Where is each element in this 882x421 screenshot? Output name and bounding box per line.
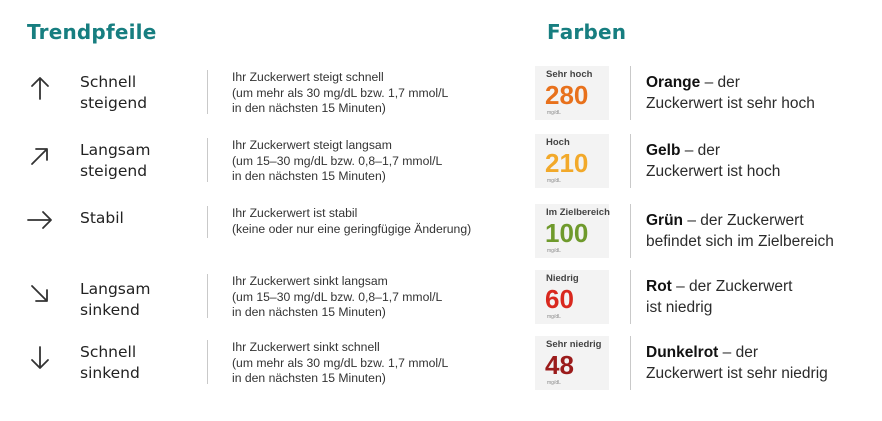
trends-heading: Trendpfeile bbox=[27, 20, 157, 44]
color-row: Sehr hoch 280 mg/dL Orange – der Zuckerw… bbox=[535, 66, 875, 126]
color-row: Im Zielbereich 100 mg/dL Grün – der Zuck… bbox=[535, 204, 875, 264]
glucose-card: Niedrig 60 mg/dL bbox=[535, 270, 609, 324]
divider bbox=[207, 138, 208, 182]
color-row: Hoch 210 mg/dL Gelb – der Zuckerwert ist… bbox=[535, 134, 875, 194]
trend-description: Ihr Zuckerwert steigt langsam (um 15–30 m… bbox=[232, 138, 443, 184]
divider bbox=[630, 204, 631, 258]
arrow-up-icon bbox=[26, 74, 54, 102]
card-unit: mg/dL bbox=[547, 380, 561, 386]
arrow-up-right-icon bbox=[26, 142, 54, 170]
card-value: 100 bbox=[545, 218, 589, 248]
card-label: Hoch bbox=[546, 137, 570, 148]
card-unit: mg/dL bbox=[547, 110, 561, 116]
card-value: 60 bbox=[545, 284, 574, 314]
glucose-card: Hoch 210 mg/dL bbox=[535, 134, 609, 188]
color-description: Dunkelrot – der Zuckerwert ist sehr nied… bbox=[646, 344, 828, 382]
card-value: 210 bbox=[545, 148, 589, 178]
color-row: Niedrig 60 mg/dL Rot – der Zuckerwert is… bbox=[535, 270, 875, 330]
trend-description: Ihr Zuckerwert sinkt langsam (um 15–30 mg… bbox=[232, 274, 443, 320]
glucose-card: Sehr hoch 280 mg/dL bbox=[535, 66, 609, 120]
card-label: Im Zielbereich bbox=[546, 207, 610, 218]
card-value: 280 bbox=[545, 80, 589, 110]
glucose-card: Sehr niedrig 48 mg/dL bbox=[535, 336, 609, 390]
trend-description: Ihr Zuckerwert ist stabil (keine oder nur… bbox=[232, 206, 472, 236]
color-description: Rot – der Zuckerwert ist niedrig bbox=[646, 278, 793, 316]
card-label: Niedrig bbox=[546, 273, 579, 284]
trend-label: Schnell steigend bbox=[80, 73, 148, 112]
color-description: Grün – der Zuckerwert befindet sich im Z… bbox=[646, 212, 834, 250]
card-value: 48 bbox=[545, 350, 574, 380]
card-unit: mg/dL bbox=[547, 178, 561, 184]
divider bbox=[630, 336, 631, 390]
trend-row: Schnell sinkend Ihr Zuckerwert sinkt schn… bbox=[0, 340, 520, 400]
arrow-down-right-icon bbox=[26, 280, 54, 308]
trend-row: Stabil Ihr Zuckerwert ist stabil (keine o… bbox=[0, 206, 520, 266]
card-unit: mg/dL bbox=[547, 248, 561, 254]
card-label: Sehr hoch bbox=[546, 69, 593, 80]
divider bbox=[630, 134, 631, 188]
trend-label: Langsam sinkend bbox=[80, 280, 151, 319]
trend-row: Schnell steigend Ihr Zuckerwert steigt sc… bbox=[0, 70, 520, 130]
divider bbox=[630, 270, 631, 324]
divider bbox=[207, 70, 208, 114]
card-unit: mg/dL bbox=[547, 314, 561, 320]
trend-label: Stabil bbox=[80, 209, 124, 227]
colors-heading: Farben bbox=[547, 20, 627, 44]
trend-description: Ihr Zuckerwert sinkt schnell (um mehr als… bbox=[232, 340, 449, 386]
trend-row: Langsam steigend Ihr Zuckerwert steigt la… bbox=[0, 138, 520, 198]
color-description: Orange – der Zuckerwert ist sehr hoch bbox=[646, 74, 815, 112]
trend-label: Langsam steigend bbox=[80, 141, 151, 180]
card-label: Sehr niedrig bbox=[546, 339, 602, 350]
divider bbox=[630, 66, 631, 120]
arrow-right-icon bbox=[26, 206, 54, 234]
glucose-card: Im Zielbereich 100 mg/dL bbox=[535, 204, 610, 258]
divider bbox=[207, 206, 208, 238]
trend-row: Langsam sinkend Ihr Zuckerwert sinkt lang… bbox=[0, 274, 520, 334]
trend-description: Ihr Zuckerwert steigt schnell (um mehr al… bbox=[232, 70, 449, 116]
trend-label: Schnell sinkend bbox=[80, 343, 140, 382]
divider bbox=[207, 274, 208, 318]
arrow-down-icon bbox=[26, 344, 54, 372]
color-description: Gelb – der Zuckerwert ist hoch bbox=[646, 142, 781, 180]
color-row: Sehr niedrig 48 mg/dL Dunkelrot – der Zu… bbox=[535, 336, 875, 396]
divider bbox=[207, 340, 208, 384]
